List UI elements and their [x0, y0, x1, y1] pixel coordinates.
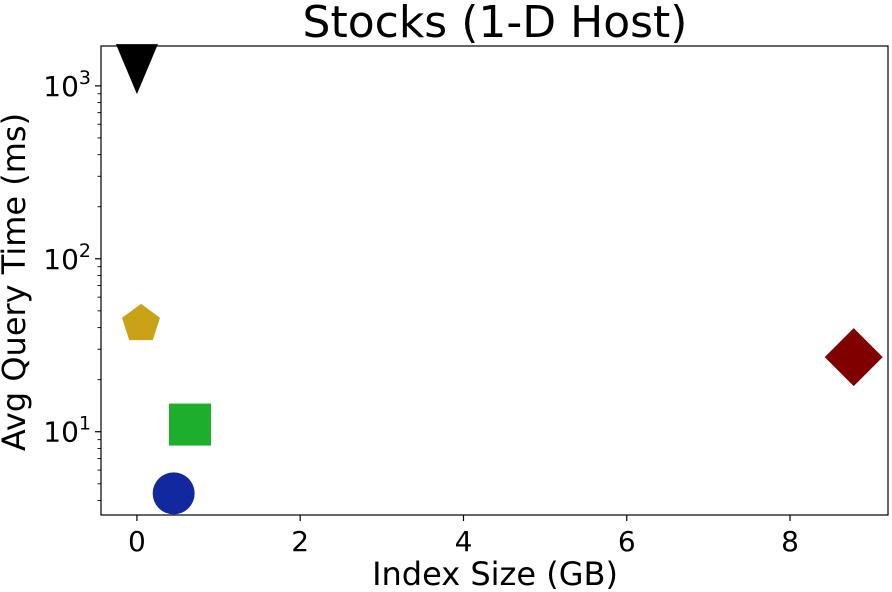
y-tick-label: 101 — [43, 413, 91, 449]
plot-frame — [100, 45, 889, 516]
plot-area: 0 2 4 6 8 101 102 103 — [43, 44, 889, 558]
x-tick-label: 6 — [618, 525, 636, 558]
data-point-diamond — [824, 328, 883, 387]
data-point-square — [168, 403, 211, 446]
x-tick-label: 0 — [128, 525, 146, 558]
x-tick-label: 2 — [291, 525, 309, 558]
chart-title: Stocks (1-D Host) — [303, 0, 688, 48]
data-point-triangle-down — [115, 44, 158, 95]
y-tick-label: 102 — [43, 240, 91, 276]
y-axis-title: Avg Query Time (ms) — [0, 113, 33, 451]
x-tick-label: 8 — [781, 525, 799, 558]
data-point-circle — [152, 472, 195, 515]
y-tick-label: 103 — [43, 67, 91, 103]
x-axis-title: Index Size (GB) — [372, 555, 618, 592]
x-tick-label: 4 — [455, 525, 473, 558]
data-point-pentagon — [122, 303, 160, 341]
